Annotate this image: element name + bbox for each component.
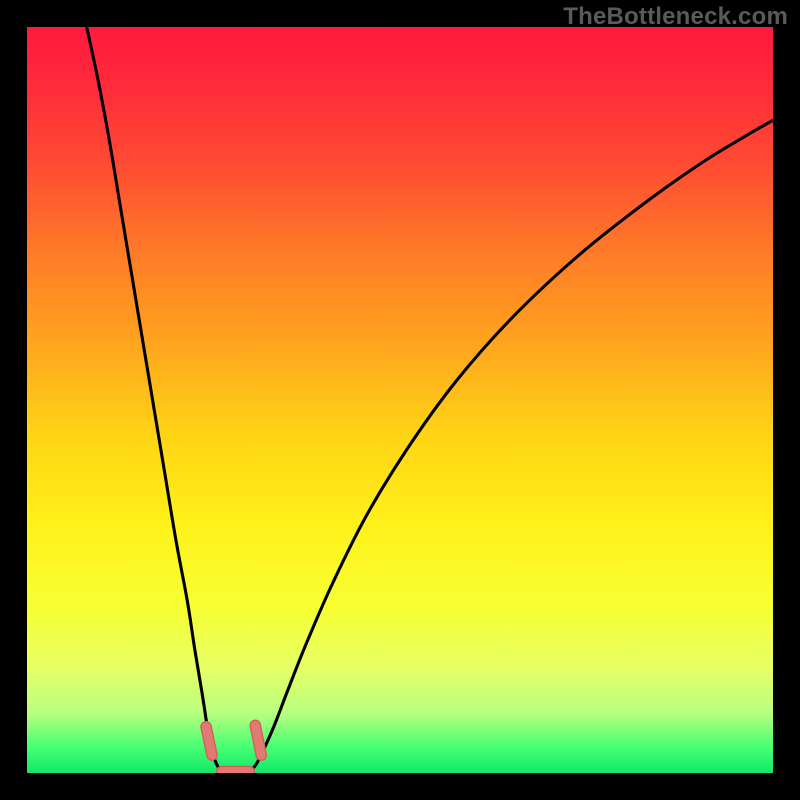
marker-capsule-0 [206,727,212,755]
bottom-markers [27,27,773,773]
attribution-label: TheBottleneck.com [563,3,788,31]
plot-area [27,27,773,773]
marker-capsule-1 [255,725,261,755]
outer-frame: TheBottleneck.com [0,0,800,800]
